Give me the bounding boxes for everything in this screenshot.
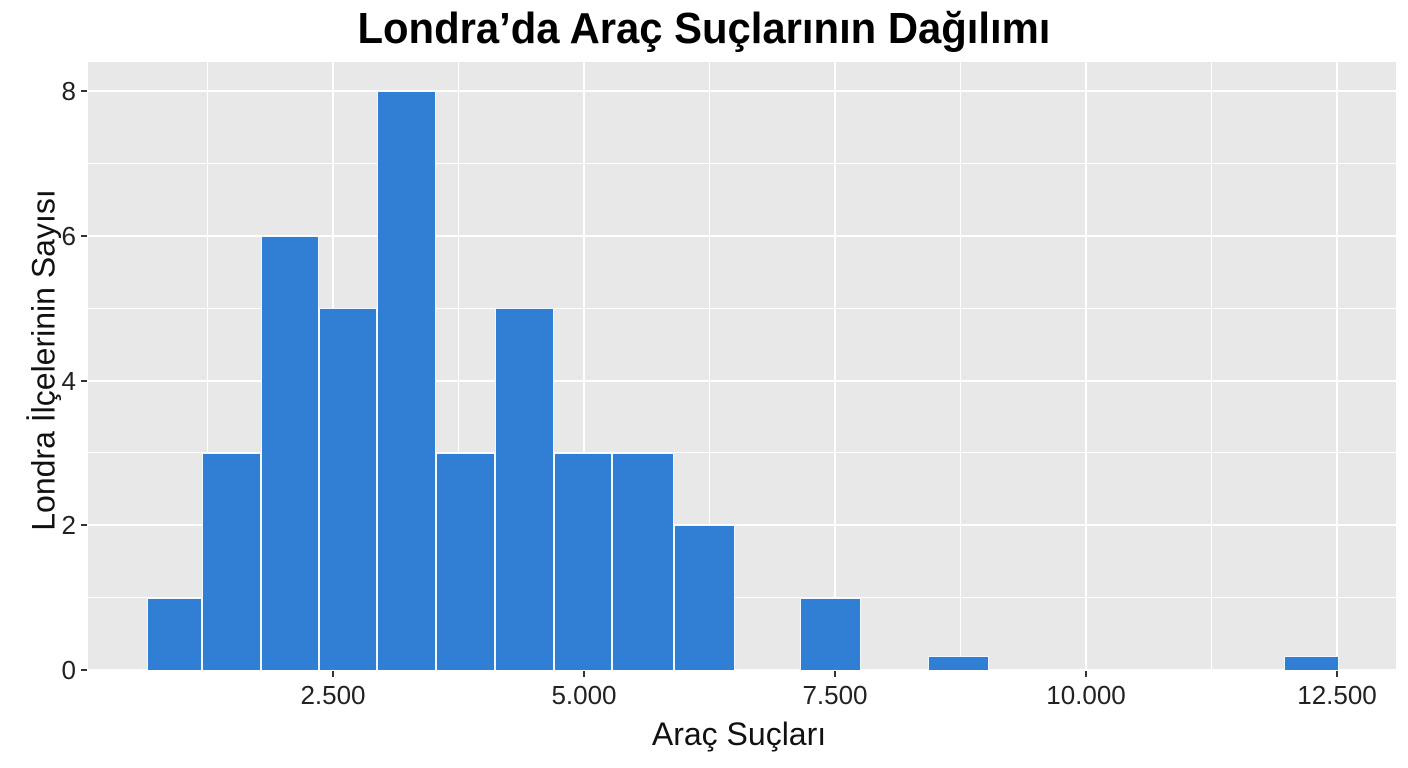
major-gridline-h xyxy=(88,234,1396,237)
y-tick-label: 4 xyxy=(61,365,76,396)
minor-gridline-h xyxy=(88,452,1396,454)
minor-gridline-h xyxy=(88,162,1396,164)
x-tick-mark xyxy=(834,671,836,677)
major-gridline-v xyxy=(834,62,836,670)
x-tick-mark xyxy=(332,671,334,677)
x-tick-label: 7.500 xyxy=(802,680,868,710)
x-tick-mark xyxy=(1336,671,1338,677)
y-tick-label: 6 xyxy=(61,220,76,251)
major-gridline-h xyxy=(88,669,1396,670)
x-tick-label: 5.000 xyxy=(551,680,617,710)
histogram-bar xyxy=(318,308,378,670)
plot-panel xyxy=(88,62,1396,670)
histogram-bar xyxy=(202,452,261,670)
x-tick-mark xyxy=(1085,671,1087,677)
y-tick-mark xyxy=(81,234,87,237)
histogram-bar xyxy=(494,308,554,670)
major-gridline-v xyxy=(583,62,585,670)
histogram-bar xyxy=(799,597,862,670)
x-tick-label: 2.500 xyxy=(300,680,366,710)
chart-title: Londra’da Araç Suçlarının Dağılımı xyxy=(357,4,1051,53)
histogram-bar xyxy=(260,235,319,670)
y-tick-mark xyxy=(81,669,87,671)
y-tick-label: 8 xyxy=(61,76,76,106)
y-tick-mark xyxy=(81,524,87,527)
major-gridline-h xyxy=(88,524,1396,527)
minor-gridline-v xyxy=(709,62,710,670)
histogram-bar xyxy=(612,452,675,670)
minor-gridline-h xyxy=(88,307,1396,309)
minor-gridline-v xyxy=(458,62,459,670)
y-tick-mark xyxy=(81,379,87,382)
x-tick-label: 12.500 xyxy=(1297,680,1377,710)
histogram-bar xyxy=(674,525,735,670)
histogram-bar xyxy=(147,597,203,670)
y-tick-label: 2 xyxy=(61,510,76,541)
y-tick-mark xyxy=(81,90,87,92)
minor-gridline-v xyxy=(1211,62,1212,670)
x-axis-label: Araç Suçları xyxy=(651,716,827,752)
major-gridline-v xyxy=(1336,62,1338,670)
major-gridline-v xyxy=(1085,62,1087,670)
y-tick-label: 0 xyxy=(61,655,76,685)
major-gridline-h xyxy=(88,379,1396,382)
histogram-bar xyxy=(1283,655,1339,670)
minor-gridline-h xyxy=(88,597,1396,599)
histogram-bar xyxy=(553,452,613,670)
histogram-bar xyxy=(377,91,437,670)
major-gridline-h xyxy=(88,90,1396,92)
minor-gridline-v xyxy=(960,62,961,670)
minor-gridline-v xyxy=(207,62,208,670)
histogram-bar xyxy=(928,655,989,670)
x-tick-label: 10.000 xyxy=(1046,680,1126,710)
x-tick-mark xyxy=(583,671,585,677)
histogram-bar xyxy=(436,452,495,670)
